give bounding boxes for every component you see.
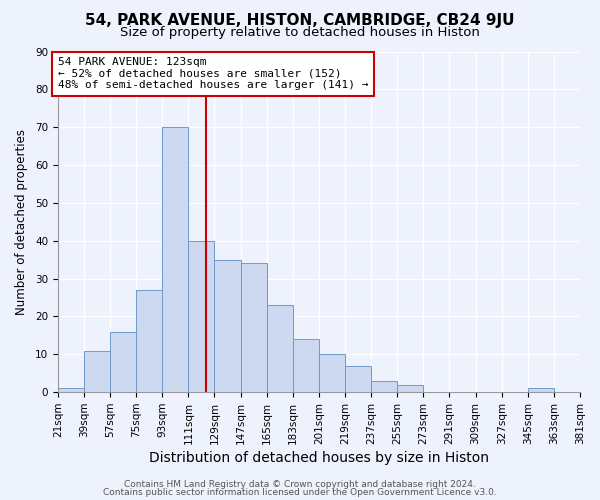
Text: Size of property relative to detached houses in Histon: Size of property relative to detached ho… (120, 26, 480, 39)
Text: 54, PARK AVENUE, HISTON, CAMBRIDGE, CB24 9JU: 54, PARK AVENUE, HISTON, CAMBRIDGE, CB24… (85, 12, 515, 28)
Bar (58, 388, 84, 392)
Bar (371, 381, 397, 392)
Bar (162, 127, 188, 392)
Bar (136, 290, 162, 392)
Bar (84, 350, 110, 392)
Bar (345, 366, 371, 392)
Text: Contains HM Land Registry data © Crown copyright and database right 2024.: Contains HM Land Registry data © Crown c… (124, 480, 476, 489)
Text: 54 PARK AVENUE: 123sqm
← 52% of detached houses are smaller (152)
48% of semi-de: 54 PARK AVENUE: 123sqm ← 52% of detached… (58, 57, 368, 90)
Bar (293, 339, 319, 392)
Text: Contains public sector information licensed under the Open Government Licence v3: Contains public sector information licen… (103, 488, 497, 497)
X-axis label: Distribution of detached houses by size in Histon: Distribution of detached houses by size … (149, 451, 489, 465)
Bar (266, 305, 293, 392)
Bar (110, 332, 136, 392)
Bar (241, 264, 266, 392)
Bar (319, 354, 345, 392)
Bar (528, 388, 554, 392)
Bar (188, 241, 214, 392)
Bar (214, 260, 241, 392)
Y-axis label: Number of detached properties: Number of detached properties (15, 129, 28, 315)
Bar (397, 384, 424, 392)
